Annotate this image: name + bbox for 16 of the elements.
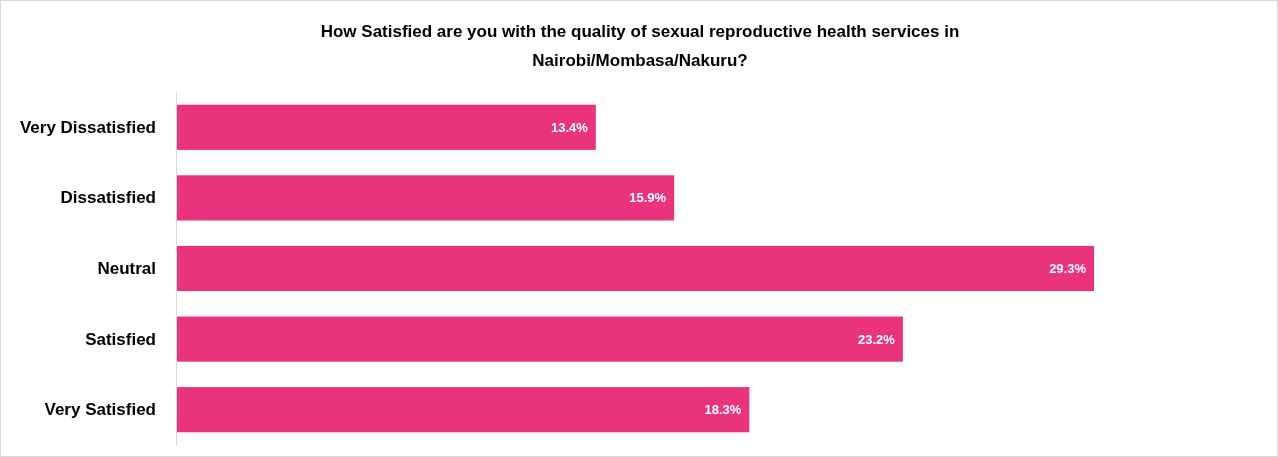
data-label: 23.2%	[858, 331, 896, 347]
bar	[176, 104, 596, 150]
bar	[176, 316, 903, 362]
y-tick-label: Very Satisfied	[44, 400, 156, 420]
data-label: 13.4%	[550, 119, 589, 135]
data-label: 18.3%	[704, 402, 742, 418]
bar	[176, 245, 1094, 292]
y-tick-label: Very Dissatisfied	[19, 117, 156, 137]
bar	[176, 175, 675, 221]
chart-title: How Satisfied are you with the quality of sexual reproductive health services in Nairobi/Mombasa/Nakuru?	[320, 22, 960, 70]
data-label: 29.3%	[1049, 261, 1087, 277]
y-tick-label: Dissatisfied	[60, 188, 156, 208]
data-label: 15.9%	[629, 190, 667, 206]
y-tick-label: Satisfied	[85, 329, 156, 349]
y-tick-label: Neutral	[97, 258, 156, 278]
bar	[176, 387, 750, 433]
